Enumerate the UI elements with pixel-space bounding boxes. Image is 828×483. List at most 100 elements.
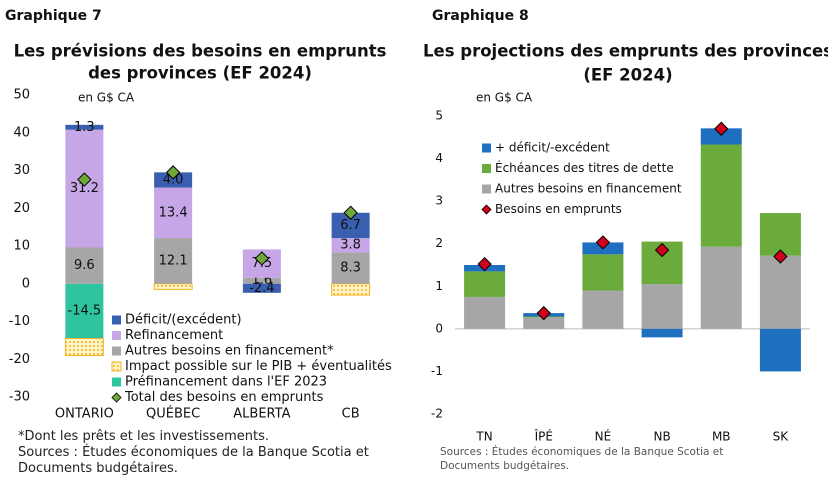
bar-segment [464,296,506,329]
bar-segment [153,283,193,290]
legend-label: Besoins en emprunts [495,202,622,216]
x-tick-label: ONTARIO [55,407,114,422]
bar-segment [582,254,624,291]
bar-segment [242,283,281,293]
figure-label: Graphique 7 [5,8,102,24]
total-marker [254,251,270,266]
data-label: 31.2 [70,181,99,196]
legend-label: + déficit/-excédent [495,141,610,155]
chart-title: Les prévisions des besoins en emprunts [14,42,387,61]
bar-segment [464,271,506,297]
bar-segment [65,124,104,130]
data-label: 3.8 [340,238,361,253]
x-tick-label: NÉ [595,429,612,444]
bar-segment [641,284,683,329]
legend-swatch [111,392,122,403]
data-label: -14.5 [68,304,102,319]
legend-label: Total des besoins en emprunts [124,390,324,405]
legend-swatch [482,164,491,173]
legend-swatch [112,377,121,387]
data-label: 4.0 [163,172,184,187]
chart-title: (EF 2024) [583,66,672,85]
y-tick-label: 2 [435,236,443,250]
bar-segment [641,328,683,338]
footnote: *Dont les prêts et les investissements. [18,429,269,444]
y-tick-label: 1 [435,279,443,293]
total-marker [536,305,551,321]
bar-segment [65,283,104,339]
bar-segment [64,337,104,356]
bar-segment [331,252,370,284]
chart-title: des provinces (EF 2024) [88,64,312,83]
y-tick-label: 50 [13,88,30,103]
y-tick-label: 0 [22,276,30,291]
annotation: en G$ CA [476,91,533,105]
y-tick-label: -2 [431,407,443,421]
legend-swatch [482,184,491,194]
legend-label: Refinancement [125,328,223,343]
bar-segment [331,238,370,253]
legend-label: Déficit/(excédent) [125,313,242,328]
data-label: 12.1 [159,253,188,268]
annotation: en G$ CA [78,91,135,105]
bar-segment [242,277,281,284]
y-tick-label: 4 [435,151,443,165]
bar-segment [65,129,104,248]
x-tick-label: QUÉBEC [146,406,200,422]
footnote: Sources : Études économiques de la Banqu… [18,445,369,476]
bar-segment [759,328,801,372]
total-marker [714,121,729,136]
y-tick-label: -20 [9,352,30,367]
legend-swatch [481,204,492,215]
legend-swatch [482,143,491,153]
y-tick-label: -1 [431,364,443,378]
bar-segment [700,144,742,247]
legend-swatch [112,315,121,325]
data-label: 1.3 [74,120,95,135]
legend-label: Autres besoins en financement* [125,344,334,359]
x-tick-label: ÎPÉ [534,429,553,444]
data-label: 8.3 [340,261,361,276]
bar-segment [582,290,624,329]
legend-swatch [112,346,121,356]
figure-label: Graphique 8 [432,8,529,24]
bar-segment [154,187,193,239]
data-label: 6.7 [340,218,361,233]
legend-label: Préfinancement dans l'EF 2023 [125,375,327,390]
bar-segment [700,246,742,329]
x-tick-label: CB [342,407,360,422]
y-tick-label: -10 [9,314,30,329]
legend-swatch [111,361,122,372]
total-marker [77,172,92,187]
total-marker [654,242,670,258]
y-tick-label: 0 [435,321,443,335]
x-tick-label: NB [653,430,670,444]
x-tick-label: TN [475,430,492,444]
footnote: Sources : Études économiques de la Banqu… [440,446,724,472]
y-tick-label: 10 [13,239,30,254]
bar-segment [759,213,801,256]
x-tick-label: MB [712,430,731,444]
legend-label: Impact possible sur le PIB + éventualité… [125,359,392,374]
y-tick-label: -30 [9,390,30,405]
bar-segment [700,128,742,145]
total-marker [165,165,181,180]
y-tick-label: 40 [13,125,30,140]
data-label: 13.4 [159,205,188,220]
y-tick-label: 3 [435,194,443,208]
total-marker [477,256,492,272]
chart-title: Les projections des emprunts des provinc… [423,42,828,61]
bar-segment [65,247,104,284]
bar-segment [523,317,565,329]
total-marker [343,205,358,220]
data-label: 9.6 [74,258,95,273]
legend-swatch [112,331,121,340]
y-tick-label: 5 [435,109,443,123]
bar-segment [331,283,371,296]
x-tick-label: ALBERTA [233,407,290,422]
bar-segment [154,238,193,284]
bar-segment [759,255,801,329]
x-tick-label: SK [773,430,790,444]
